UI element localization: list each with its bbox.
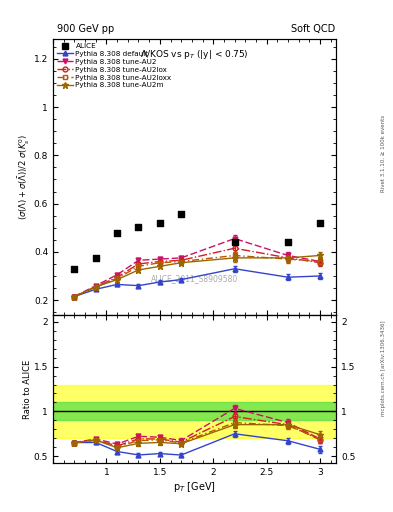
ALICE <box>285 238 291 246</box>
ALICE <box>93 254 99 262</box>
ALICE <box>231 238 238 246</box>
Bar <box>53 385 336 438</box>
X-axis label: p$_T$ [GeV]: p$_T$ [GeV] <box>173 480 216 494</box>
ALICE <box>71 265 77 273</box>
Text: Soft QCD: Soft QCD <box>290 24 335 34</box>
Y-axis label: Ratio to ALICE: Ratio to ALICE <box>24 359 33 419</box>
ALICE <box>178 210 184 219</box>
Y-axis label: $(\sigma(\Lambda)+\sigma(\bar{\Lambda}))/2\ \sigma(K^{0}_{s})$: $(\sigma(\Lambda)+\sigma(\bar{\Lambda}))… <box>17 134 33 220</box>
Text: 900 GeV pp: 900 GeV pp <box>57 24 114 34</box>
Bar <box>53 402 336 420</box>
Legend: ALICE, Pythia 8.308 default, Pythia 8.308 tune-AU2, Pythia 8.308 tune-AU2lox, Py: ALICE, Pythia 8.308 default, Pythia 8.30… <box>55 41 173 90</box>
Text: mcplots.cern.ch [arXiv:1306.3436]: mcplots.cern.ch [arXiv:1306.3436] <box>381 321 386 416</box>
ALICE <box>317 219 323 227</box>
Text: $\Lambda$/KOS vs p$_T$ (|y| < 0.75): $\Lambda$/KOS vs p$_T$ (|y| < 0.75) <box>140 48 249 61</box>
Text: Rivet 3.1.10, ≥ 100k events: Rivet 3.1.10, ≥ 100k events <box>381 115 386 192</box>
ALICE <box>157 219 163 227</box>
ALICE <box>114 228 120 237</box>
ALICE <box>135 222 141 230</box>
Text: ALICE_2011_S8909580: ALICE_2011_S8909580 <box>151 274 238 283</box>
